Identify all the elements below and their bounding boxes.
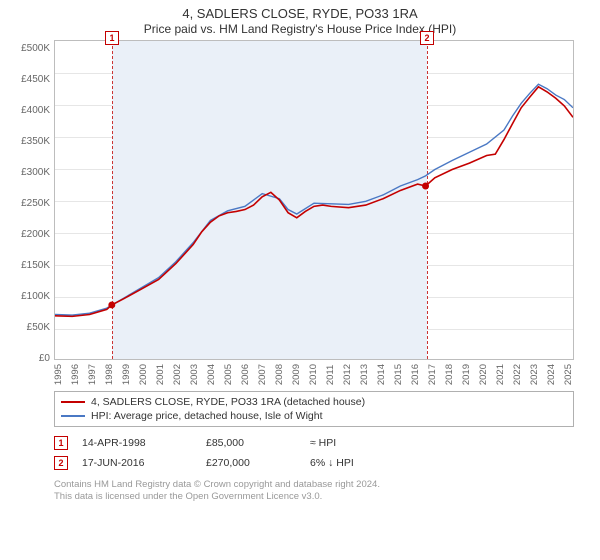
sale-row-delta: 6% ↓ HPI xyxy=(310,457,400,469)
sale-marker-dot xyxy=(422,183,429,190)
x-axis-tick-label: 2015 xyxy=(394,364,404,385)
x-axis-tick-label: 2021 xyxy=(496,364,506,385)
y-axis-tick-label: £100K xyxy=(8,292,50,302)
y-axis-tick-label: £400K xyxy=(8,106,50,116)
x-axis-tick-label: 2020 xyxy=(479,364,489,385)
footer-line-1: Contains HM Land Registry data © Crown c… xyxy=(54,479,574,491)
y-axis-tick-label: £250K xyxy=(8,199,50,209)
sale-row-date: 17-JUN-2016 xyxy=(82,457,192,469)
x-axis-tick-label: 1995 xyxy=(54,364,64,385)
legend-swatch xyxy=(61,415,85,417)
y-axis-tick-label: £500K xyxy=(8,44,50,54)
chart-lines xyxy=(55,41,573,359)
page-title: 4, SADLERS CLOSE, RYDE, PO33 1RA xyxy=(8,6,592,21)
sale-marker-dot xyxy=(108,301,115,308)
x-axis-tick-label: 2019 xyxy=(462,364,472,385)
x-axis-tick-label: 2008 xyxy=(275,364,285,385)
y-axis-tick-label: £350K xyxy=(8,137,50,147)
series-hpi-line xyxy=(55,84,573,315)
sale-row-delta: ≈ HPI xyxy=(310,437,400,449)
x-axis-tick-label: 2013 xyxy=(360,364,370,385)
x-axis-tick-label: 1997 xyxy=(88,364,98,385)
sale-row-marker: 2 xyxy=(54,456,68,470)
x-axis-tick-label: 2014 xyxy=(377,364,387,385)
x-axis-tick-label: 2001 xyxy=(156,364,166,385)
y-axis-tick-label: £200K xyxy=(8,230,50,240)
x-axis-tick-label: 2005 xyxy=(224,364,234,385)
sale-row-marker: 1 xyxy=(54,436,68,450)
footer-attribution: Contains HM Land Registry data © Crown c… xyxy=(54,479,574,504)
sale-row-price: £85,000 xyxy=(206,437,296,449)
x-axis-tick-label: 1999 xyxy=(122,364,132,385)
x-axis-tick-label: 2006 xyxy=(241,364,251,385)
legend-swatch xyxy=(61,401,85,403)
sale-row: 2 17-JUN-2016 £270,000 6% ↓ HPI xyxy=(54,453,574,473)
page-subtitle: Price paid vs. HM Land Registry's House … xyxy=(8,22,592,36)
x-axis-tick-label: 2002 xyxy=(173,364,183,385)
x-axis-tick-label: 2011 xyxy=(326,364,336,385)
y-axis: £500K £450K £400K £350K £300K £250K £200K £150K… xyxy=(8,40,54,360)
footer-line-2: This data is licensed under the Open Gov… xyxy=(54,491,574,503)
legend-item: HPI: Average price, detached house, Isle… xyxy=(61,409,567,423)
legend-item: 4, SADLERS CLOSE, RYDE, PO33 1RA (detach… xyxy=(61,395,567,409)
x-axis-tick-label: 1996 xyxy=(71,364,81,385)
x-axis-tick-label: 2016 xyxy=(411,364,421,385)
x-axis-tick-label: 2025 xyxy=(564,364,574,385)
x-axis-tick-label: 2023 xyxy=(530,364,540,385)
y-axis-tick-label: £0 xyxy=(8,354,50,364)
legend-label: HPI: Average price, detached house, Isle… xyxy=(91,410,323,422)
x-axis-tick-label: 2024 xyxy=(547,364,557,385)
y-axis-tick-label: £300K xyxy=(8,168,50,178)
sale-row: 1 14-APR-1998 £85,000 ≈ HPI xyxy=(54,433,574,453)
sale-row-date: 14-APR-1998 xyxy=(82,437,192,449)
x-axis-tick-label: 2018 xyxy=(445,364,455,385)
x-axis-tick-label: 2007 xyxy=(258,364,268,385)
x-axis-tick-label: 2003 xyxy=(190,364,200,385)
legend-label: 4, SADLERS CLOSE, RYDE, PO33 1RA (detach… xyxy=(91,396,365,408)
x-axis-tick-label: 2010 xyxy=(309,364,319,385)
y-axis-tick-label: £50K xyxy=(8,323,50,333)
x-axis: 1995 1996 1997 1998 1999 2000 2001 2002 2003 2004… xyxy=(54,360,574,385)
x-axis-tick-label: 2000 xyxy=(139,364,149,385)
x-axis-tick-label: 2017 xyxy=(428,364,438,385)
x-axis-tick-label: 2004 xyxy=(207,364,217,385)
sale-row-price: £270,000 xyxy=(206,457,296,469)
x-axis-tick-label: 2022 xyxy=(513,364,523,385)
sales-table: 1 14-APR-1998 £85,000 ≈ HPI 2 17-JUN-2016 £270… xyxy=(54,433,574,473)
x-axis-tick-label: 2012 xyxy=(343,364,353,385)
legend: 4, SADLERS CLOSE, RYDE, PO33 1RA (detach… xyxy=(54,391,574,427)
x-axis-tick-label: 1998 xyxy=(105,364,115,385)
y-axis-tick-label: £150K xyxy=(8,261,50,271)
chart-plot-area: 12 xyxy=(54,40,574,360)
x-axis-tick-label: 2009 xyxy=(292,364,302,385)
y-axis-tick-label: £450K xyxy=(8,75,50,85)
series-property-line xyxy=(55,87,573,317)
